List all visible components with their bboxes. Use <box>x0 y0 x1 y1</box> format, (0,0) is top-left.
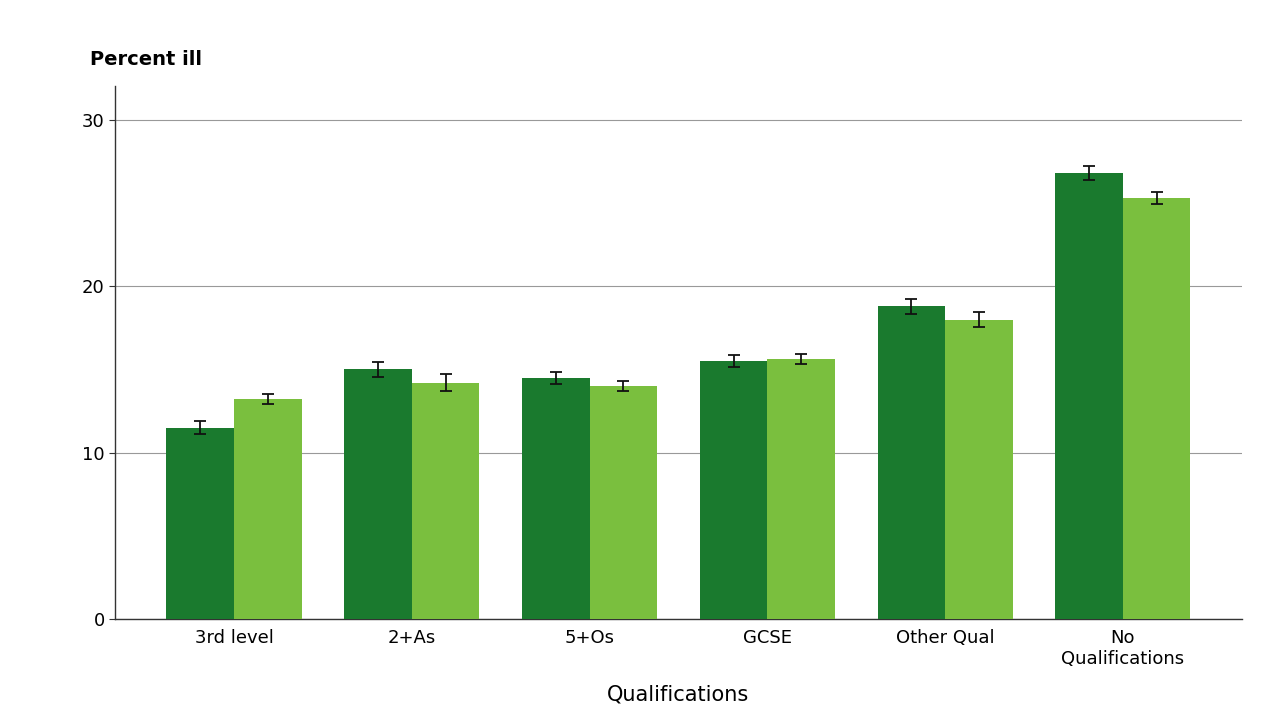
Text: Percent ill: Percent ill <box>90 50 202 69</box>
Bar <box>878 306 945 619</box>
X-axis label: Qualifications: Qualifications <box>607 685 750 704</box>
Bar <box>1055 173 1123 619</box>
Bar <box>945 320 1012 619</box>
Bar <box>166 428 234 619</box>
Bar <box>700 361 767 619</box>
Bar <box>234 400 302 619</box>
Bar <box>767 359 835 619</box>
Bar <box>412 383 479 619</box>
Bar <box>590 386 657 619</box>
Bar <box>344 369 412 619</box>
Bar <box>1123 198 1190 619</box>
Bar <box>522 378 590 619</box>
